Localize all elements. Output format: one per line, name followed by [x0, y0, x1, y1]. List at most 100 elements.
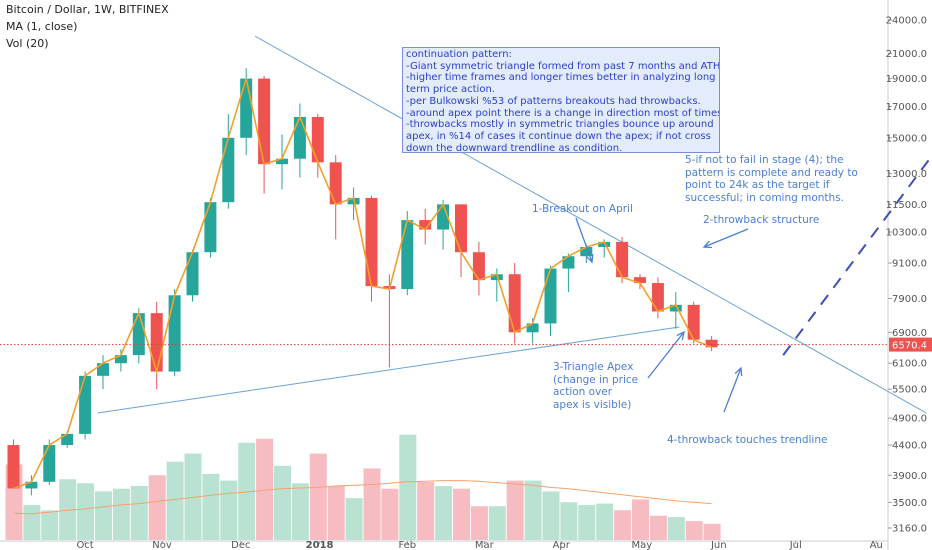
volume-bar [274, 465, 291, 540]
symbol-title[interactable]: Bitcoin / Dollar, 1W, BITFINEX [6, 3, 169, 16]
volume-bar [130, 486, 148, 540]
candle-body [544, 268, 557, 324]
volume-bar [220, 480, 238, 540]
candle-body [580, 247, 593, 257]
trendline-touch-arrow-head [734, 366, 743, 377]
volume-bar [506, 480, 524, 540]
candle-body [526, 323, 539, 333]
candle-body [490, 274, 503, 281]
volume-bar [166, 461, 184, 540]
x-tick-label: Dec [231, 540, 250, 550]
x-tick-label: Jul [789, 540, 802, 550]
volume-bar [363, 468, 381, 540]
note-line: down the downward trendline as condition… [406, 142, 623, 153]
candle-body [276, 158, 288, 165]
annotation-target[interactable]: 5-if not to fail in stage (4); the patte… [685, 154, 865, 204]
x-tick-label: 2018 [306, 540, 334, 550]
note-line: -throwbacks mostly in symmetric triangle… [406, 119, 714, 131]
annotation-line: 3-Triangle Apex [553, 361, 634, 373]
volume-bar [327, 486, 345, 540]
x-tick-label: Jun [710, 540, 727, 550]
note-line: term price action. [406, 84, 495, 96]
throwback-structure-arrow [703, 228, 749, 248]
x-tick-label: May [631, 540, 652, 550]
breakout-arrow-head [585, 253, 594, 264]
candle-body [634, 277, 646, 284]
annotation-trendline-touch[interactable]: 4-throwback touches trendline [667, 434, 828, 446]
volume-bar [703, 523, 721, 540]
annotation-triangle-apex[interactable]: 3-Triangle Apex (change in price action … [553, 361, 663, 411]
note-line: -per Bulkowski %53 of patterns breakouts… [406, 95, 701, 107]
y-tick-label: 3500.0 [892, 498, 927, 509]
candle-body [508, 274, 521, 333]
y-tick-label: 13000.0 [886, 169, 927, 180]
volume-bar [614, 510, 632, 540]
volume-bar [238, 442, 256, 540]
candle-body [419, 220, 432, 230]
volume-bar [148, 475, 166, 540]
annotation-throwback-structure[interactable]: 2-throwback structure [703, 214, 820, 226]
note-line: -higher time frames and longer times bet… [406, 72, 716, 84]
volume-bar [560, 502, 578, 540]
apex-arrow [647, 331, 685, 379]
y-tick-label: 11500.0 [886, 200, 927, 211]
trendline-lower [97, 326, 680, 414]
x-tick-label: Feb [398, 540, 416, 550]
pattern-note[interactable]: continuation pattern: -Giant symmetric t… [402, 47, 720, 153]
note-line: apex, in %14 of cases it continue down t… [406, 130, 711, 142]
candle-body [79, 375, 92, 434]
y-tick-label: 21000.0 [886, 49, 927, 60]
y-tick-label: 6900.0 [892, 328, 927, 339]
candle-body [705, 339, 718, 348]
candle-body [472, 252, 485, 281]
y-tick-label: 3900.0 [892, 471, 927, 482]
candle-body [204, 202, 217, 253]
volume-bar [59, 479, 77, 540]
candle-body [293, 116, 306, 159]
x-tick-label: Apr [553, 540, 571, 550]
annotation-line: (change in price [553, 373, 639, 386]
volume-bar [453, 488, 470, 540]
volume-bar [184, 453, 202, 540]
y-tick-label: 3160.0 [892, 523, 927, 534]
volume-bar [596, 503, 614, 540]
candle-body [114, 355, 127, 364]
volume-bar [256, 438, 274, 540]
y-tick-label: 15000.0 [886, 133, 927, 144]
y-tick-label: 5500.0 [892, 385, 927, 396]
candle-body [150, 313, 163, 372]
y-tick-label: 4400.0 [892, 441, 927, 452]
candle-body [97, 363, 109, 376]
volume-bar [649, 515, 667, 540]
note-line: continuation pattern: [406, 49, 512, 60]
volume-bar [202, 473, 220, 540]
candle-body [669, 304, 682, 312]
annotation-line: apex is visible) [553, 398, 632, 411]
projection-line [782, 153, 932, 356]
breakout-arrow [575, 217, 593, 263]
candle-body [186, 252, 199, 296]
note-line: -around apex point there is a change in … [406, 107, 720, 119]
x-tick-label: Au [870, 540, 883, 550]
annotation-breakout[interactable]: 1-Breakout on April [532, 203, 633, 215]
ma-indicator-label[interactable]: MA (1, close) [6, 20, 78, 33]
candle-body [240, 78, 253, 138]
candle-body [168, 295, 181, 372]
annotation-line: successful; in coming months. [685, 191, 845, 204]
volume-bar [399, 434, 417, 540]
apex-arrow-head [676, 330, 685, 340]
annotation-line: point to 24k as the target if [685, 179, 830, 191]
volume-bar [524, 480, 542, 540]
ma-close-line [13, 78, 712, 490]
candle-body [222, 137, 235, 203]
trendline-upper [254, 35, 927, 414]
candle-body [687, 304, 700, 340]
volume-bar [41, 510, 59, 540]
volume-indicator-label[interactable]: Vol (20) [6, 37, 49, 50]
volume-bar [488, 506, 506, 540]
volume-bar [667, 517, 685, 540]
volume-bar [632, 499, 649, 540]
annotation-line: 5-if not to fail in stage (4); the [685, 154, 844, 166]
